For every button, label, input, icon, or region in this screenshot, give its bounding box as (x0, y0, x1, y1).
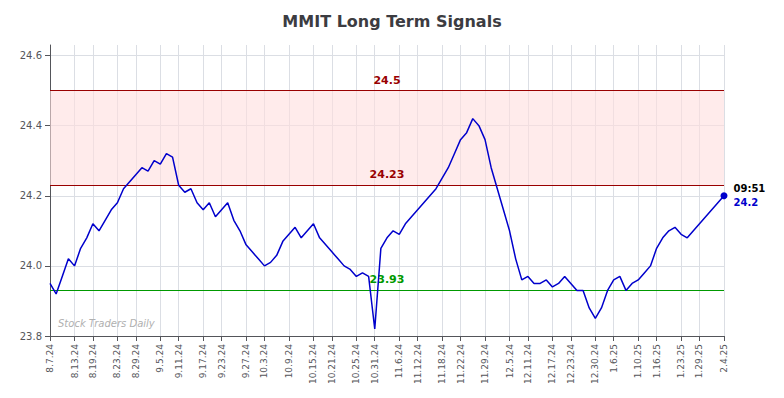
svg-text:8.23.24: 8.23.24 (112, 344, 122, 379)
svg-text:9.11.24: 9.11.24 (174, 344, 184, 379)
svg-text:11.12.24: 11.12.24 (413, 344, 423, 384)
svg-text:23.93: 23.93 (370, 273, 405, 286)
svg-text:1.6.25: 1.6.25 (609, 344, 619, 373)
svg-text:24.2: 24.2 (20, 190, 42, 201)
svg-text:1.10.25: 1.10.25 (633, 344, 643, 378)
svg-text:8.19.24: 8.19.24 (88, 344, 98, 379)
svg-text:10.21.24: 10.21.24 (327, 344, 337, 384)
svg-text:12.30.24: 12.30.24 (590, 344, 600, 384)
svg-text:12.17.24: 12.17.24 (547, 344, 557, 384)
svg-text:24.2: 24.2 (734, 197, 759, 208)
svg-text:12.11.24: 12.11.24 (523, 344, 533, 384)
svg-text:10.31.24: 10.31.24 (370, 344, 380, 384)
svg-text:11.22.24: 11.22.24 (456, 344, 466, 384)
svg-text:1.16.25: 1.16.25 (652, 344, 662, 378)
svg-text:10.15.24: 10.15.24 (308, 344, 318, 384)
svg-text:24.0: 24.0 (20, 260, 42, 271)
svg-text:11.18.24: 11.18.24 (437, 344, 447, 384)
svg-text:24.23: 24.23 (370, 168, 405, 181)
svg-text:9.27.24: 9.27.24 (241, 344, 251, 379)
svg-text:11.29.24: 11.29.24 (480, 344, 490, 384)
svg-text:9.5.24: 9.5.24 (155, 344, 165, 373)
svg-text:MMIT Long Term Signals: MMIT Long Term Signals (282, 12, 501, 31)
svg-text:11.6.24: 11.6.24 (394, 344, 404, 379)
svg-text:12.5.24: 12.5.24 (505, 344, 515, 379)
svg-text:10.3.24: 10.3.24 (259, 344, 269, 379)
svg-text:Stock Traders Daily: Stock Traders Daily (58, 318, 156, 329)
svg-text:9.17.24: 9.17.24 (198, 344, 208, 379)
svg-text:23.8: 23.8 (20, 331, 42, 342)
svg-text:2.4.25: 2.4.25 (719, 344, 729, 373)
svg-text:24.4: 24.4 (20, 120, 42, 131)
svg-text:1.29.25: 1.29.25 (694, 344, 704, 378)
svg-text:10.25.24: 10.25.24 (351, 344, 361, 384)
svg-text:12.23.24: 12.23.24 (566, 344, 576, 384)
svg-text:8.7.24: 8.7.24 (45, 344, 55, 373)
svg-text:10.9.24: 10.9.24 (284, 344, 294, 379)
svg-text:8.29.24: 8.29.24 (131, 344, 141, 379)
svg-text:1.23.25: 1.23.25 (676, 344, 686, 378)
svg-text:24.5: 24.5 (373, 74, 400, 87)
svg-text:8.13.24: 8.13.24 (70, 344, 80, 379)
svg-text:9.23.24: 9.23.24 (217, 344, 227, 379)
svg-text:09:51: 09:51 (734, 183, 766, 194)
svg-text:24.6: 24.6 (20, 50, 42, 61)
